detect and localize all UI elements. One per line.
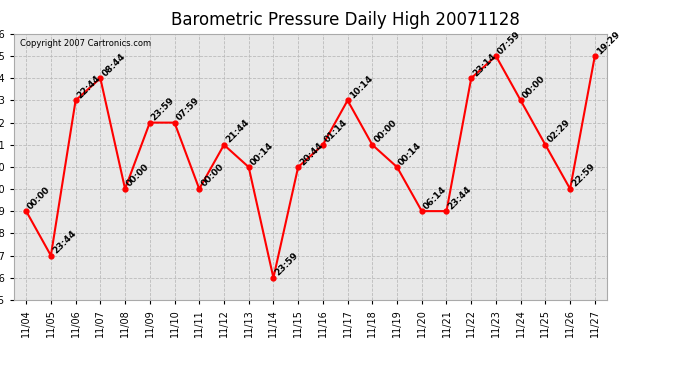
Text: 00:00: 00:00 — [373, 118, 399, 145]
Text: 00:00: 00:00 — [199, 163, 226, 189]
Text: 02:29: 02:29 — [545, 118, 572, 145]
Text: 01:14: 01:14 — [323, 118, 349, 145]
Text: 00:00: 00:00 — [26, 185, 52, 211]
Text: Copyright 2007 Cartronics.com: Copyright 2007 Cartronics.com — [20, 39, 151, 48]
Text: 00:00: 00:00 — [521, 74, 547, 100]
Text: 23:44: 23:44 — [51, 229, 78, 256]
Text: 10:14: 10:14 — [348, 74, 374, 100]
Text: 21:44: 21:44 — [224, 118, 250, 145]
Text: Barometric Pressure Daily High 20071128: Barometric Pressure Daily High 20071128 — [170, 11, 520, 29]
Text: 00:00: 00:00 — [125, 163, 151, 189]
Text: 22:59: 22:59 — [570, 162, 597, 189]
Text: 22:44: 22:44 — [76, 74, 102, 100]
Text: 00:14: 00:14 — [248, 141, 275, 167]
Text: 19:29: 19:29 — [595, 29, 622, 56]
Text: 23:44: 23:44 — [446, 184, 473, 211]
Text: 07:59: 07:59 — [496, 29, 522, 56]
Text: 23:59: 23:59 — [273, 251, 300, 278]
Text: 23:59: 23:59 — [150, 96, 177, 123]
Text: 23:14: 23:14 — [471, 51, 498, 78]
Text: 00:14: 00:14 — [397, 141, 424, 167]
Text: 20:44: 20:44 — [298, 140, 325, 167]
Text: 07:59: 07:59 — [175, 96, 201, 123]
Text: 06:14: 06:14 — [422, 184, 448, 211]
Text: 08:44: 08:44 — [100, 51, 127, 78]
